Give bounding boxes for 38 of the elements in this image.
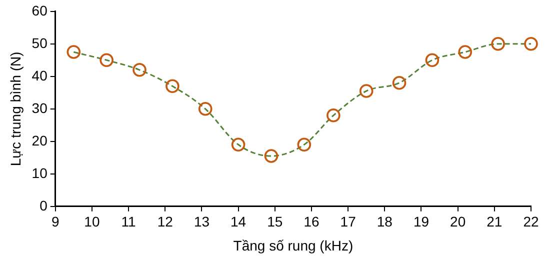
point — [491, 37, 505, 51]
y-tick-label: 60 — [32, 2, 48, 18]
y-tick-label: 10 — [32, 164, 48, 181]
y-tick-label: 20 — [32, 132, 48, 148]
y-tick-label: 0 — [40, 197, 48, 214]
x-tick-label: 10 — [84, 214, 100, 230]
x-tick-label: 22 — [523, 214, 539, 230]
point — [458, 45, 472, 59]
point — [326, 108, 340, 122]
y-tick-label: 40 — [32, 67, 48, 84]
x-tick-label: 12 — [157, 214, 174, 230]
point — [100, 53, 114, 68]
x-tick-label: 17 — [340, 214, 356, 230]
x-tick-label: 9 — [51, 214, 60, 230]
x-tick-label: 13 — [194, 214, 210, 230]
x-tick-label: 14 — [230, 214, 246, 230]
point — [166, 79, 180, 94]
x-axis-title: Tầng số rung (kHz) — [233, 237, 354, 254]
point — [66, 45, 81, 59]
x-tick-label: 20 — [450, 214, 466, 230]
point — [297, 138, 312, 152]
point — [359, 84, 374, 98]
x-tick-label: 19 — [413, 214, 430, 230]
y-tick-label: 50 — [32, 34, 48, 51]
x-tick-label: 11 — [121, 214, 136, 230]
point — [392, 76, 406, 90]
point — [132, 63, 146, 77]
y-axis-title: Lực trung bình (N) — [7, 52, 24, 166]
point — [231, 138, 246, 152]
x-tick-label: 16 — [304, 214, 320, 230]
point — [198, 102, 212, 116]
y-tick-label: 30 — [32, 100, 48, 116]
point — [264, 149, 278, 163]
point — [425, 53, 440, 68]
x-tick-label: 21 — [486, 214, 502, 230]
x-tick-label: 18 — [376, 214, 393, 230]
x-tick-label: 15 — [267, 214, 283, 230]
point — [524, 37, 538, 51]
